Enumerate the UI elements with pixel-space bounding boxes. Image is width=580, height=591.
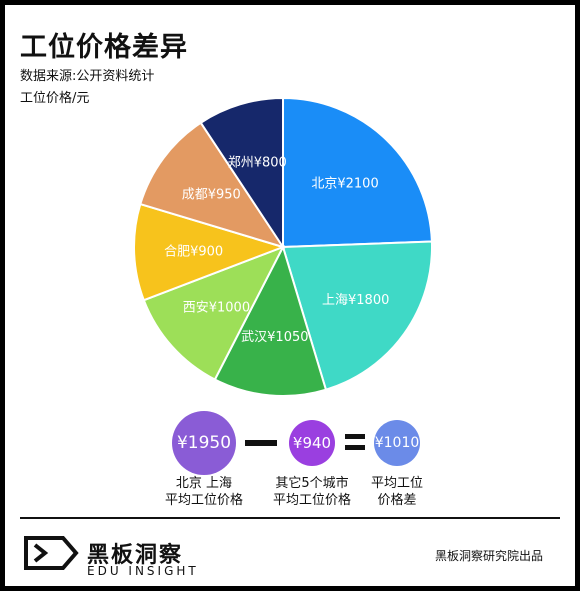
price-difference-value: ¥1010 — [374, 435, 420, 451]
pie-label-0: 北京¥2100 — [311, 177, 378, 192]
unit-label: 工位价格/元 — [20, 91, 90, 106]
beijing-shanghai-average-value: ¥1950 — [176, 433, 232, 453]
pie-chart: 北京¥2100 上海¥1800 武汉¥1050 西安¥1000 合肥¥900 成都¥950… — [133, 96, 433, 397]
footer-divider — [20, 517, 560, 519]
pie-label-4: 合肥¥900 — [164, 244, 223, 259]
beijing-shanghai-caption: 北京 上海 平均工位价格 — [164, 476, 243, 508]
pie-label-1: 上海¥1800 — [322, 293, 389, 308]
pie-label-3: 西安¥1000 — [183, 301, 250, 316]
other-cities-caption: 其它5个城市 平均工位价格 — [272, 476, 351, 508]
pie-slice-3 — [142, 245, 286, 381]
data-source: 数据来源:公开资料统计 — [20, 69, 155, 84]
pie-slice-4 — [133, 202, 287, 302]
price-difference-circle: ¥1010 — [374, 420, 420, 466]
footer-credit: 黑板洞察研究院出品 — [435, 549, 544, 563]
equals-sign-top — [345, 434, 365, 439]
pie-slice-6 — [199, 96, 284, 251]
pie-slice-2 — [213, 244, 328, 397]
chart-title: 工位价格差异 — [20, 32, 188, 63]
pie-label-2: 武汉¥1050 — [241, 330, 308, 345]
pie-slice-1 — [281, 240, 433, 391]
pie-slice-0 — [282, 96, 433, 249]
pie-label-5: 成都¥950 — [182, 188, 241, 203]
other-cities-average-value: ¥940 — [292, 434, 332, 452]
pie-label-6: 郑州¥800 — [228, 155, 287, 170]
other-cities-average-circle: ¥940 — [289, 420, 335, 466]
price-difference-caption: 平均工位 价格差 — [370, 476, 423, 508]
logo-english: EDU INSIGHT — [87, 564, 199, 578]
beijing-shanghai-average-circle: ¥1950 — [172, 411, 236, 475]
infographic-card: 工位价格差异 数据来源:公开资料统计 工位价格/元 北京¥2100 上海¥1800… — [5, 5, 575, 586]
logo-chinese: 黑板洞察 — [87, 543, 184, 568]
equals-sign-bottom — [345, 445, 365, 450]
minus-sign — [245, 440, 277, 446]
pie-slice-5 — [139, 121, 286, 249]
logo-icon — [24, 536, 79, 570]
